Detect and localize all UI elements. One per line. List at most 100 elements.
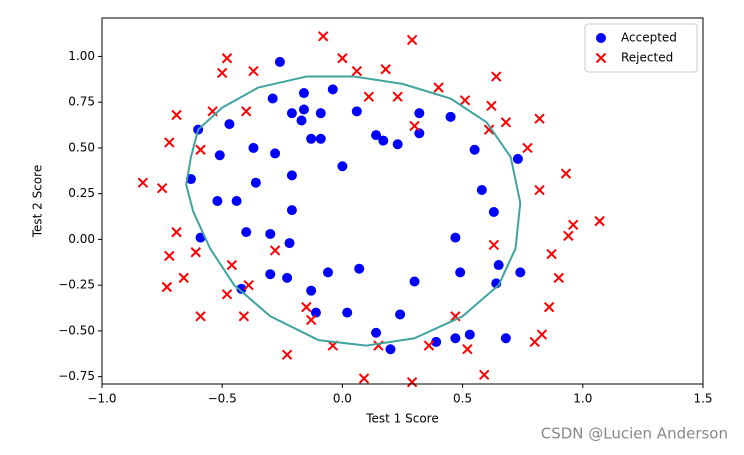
- data-point: [406, 376, 418, 388]
- data-point: [298, 88, 309, 99]
- data-point: [414, 128, 425, 139]
- data-point: [236, 283, 247, 294]
- data-point: [315, 108, 326, 119]
- legend-label: Accepted: [621, 31, 677, 45]
- data-point: [500, 117, 512, 128]
- data-point: [296, 115, 307, 126]
- data-point: [327, 84, 338, 95]
- data-point: [371, 130, 382, 141]
- data-point: [406, 34, 418, 46]
- data-point: [409, 120, 420, 132]
- data-point: [241, 227, 252, 238]
- data-point: [488, 239, 500, 251]
- data-point: [560, 168, 572, 179]
- data-point: [450, 232, 461, 243]
- data-point: [337, 161, 348, 172]
- data-point: [274, 56, 285, 67]
- data-point: [298, 104, 309, 115]
- data-point: [534, 113, 545, 124]
- data-point: [380, 64, 391, 75]
- data-point: [459, 95, 471, 106]
- y-axis-label: Test 2 Score: [31, 165, 45, 239]
- data-point: [445, 111, 456, 122]
- data-point: [358, 373, 370, 384]
- data-point: [378, 135, 389, 146]
- data-point: [164, 250, 175, 262]
- data-point: [243, 279, 254, 291]
- data-point: [469, 144, 480, 155]
- data-point: [385, 344, 396, 355]
- x-tick-label: −1.0: [87, 392, 116, 406]
- data-point: [354, 263, 365, 274]
- data-point: [317, 31, 329, 42]
- data-point: [500, 333, 511, 344]
- watermark: CSDN @Lucien Anderson: [541, 425, 728, 443]
- y-tick-label: −0.25: [58, 278, 95, 292]
- data-point: [594, 215, 605, 227]
- data-point: [479, 369, 490, 381]
- data-point: [455, 267, 466, 278]
- data-point: [306, 285, 317, 296]
- y-tick-label: −0.75: [58, 369, 95, 383]
- data-point: [238, 311, 250, 322]
- data-point: [156, 182, 168, 194]
- data-point: [267, 93, 278, 104]
- data-point: [270, 148, 281, 159]
- decision-boundary: [185, 75, 522, 347]
- data-point: [342, 307, 353, 318]
- data-point: [306, 133, 317, 144]
- data-point: [171, 109, 182, 121]
- data-point: [221, 289, 233, 300]
- data-point: [137, 177, 149, 188]
- data-point: [161, 281, 173, 293]
- data-point: [431, 336, 442, 347]
- data-point: [269, 245, 281, 256]
- data-point: [371, 327, 382, 338]
- x-tick-label: 1.5: [693, 392, 712, 406]
- y-tick-label: 1.00: [68, 49, 95, 63]
- data-point: [553, 272, 564, 284]
- data-point: [214, 150, 225, 161]
- data-point: [409, 276, 420, 287]
- x-tick-label: 0.0: [333, 392, 352, 406]
- data-point: [486, 100, 497, 112]
- data-point: [248, 65, 259, 77]
- data-point: [305, 314, 317, 326]
- data-point: [212, 196, 223, 206]
- y-tick-label: −0.50: [58, 323, 95, 337]
- data-point: [301, 301, 312, 313]
- data-point: [392, 139, 403, 150]
- data-point: [392, 91, 403, 102]
- data-point: [190, 247, 201, 258]
- data-point: [464, 329, 475, 340]
- data-point: [286, 108, 297, 119]
- data-point: [286, 205, 297, 216]
- data-point: [231, 196, 242, 206]
- data-point: [543, 301, 555, 313]
- data-point: [315, 133, 326, 144]
- data-point: [216, 67, 228, 79]
- plot-frame: [101, 17, 704, 385]
- data-point: [414, 108, 425, 119]
- data-point: [195, 144, 206, 155]
- data-point: [351, 106, 362, 117]
- data-point: [546, 248, 557, 260]
- data-point: [515, 267, 526, 278]
- data-point: [351, 65, 363, 77]
- data-point: [534, 184, 545, 196]
- data-point: [286, 170, 297, 181]
- x-tick-label: 1.0: [573, 392, 592, 406]
- data-point: [491, 71, 502, 82]
- data-point: [226, 259, 238, 271]
- data-point: [522, 142, 533, 154]
- data-point: [250, 177, 261, 188]
- data-point: [224, 119, 235, 130]
- data-point: [310, 307, 321, 318]
- data-point: [221, 53, 233, 64]
- data-point: [563, 230, 574, 241]
- data-point: [395, 309, 406, 320]
- legend-marker: [595, 52, 607, 64]
- data-point: [171, 226, 182, 238]
